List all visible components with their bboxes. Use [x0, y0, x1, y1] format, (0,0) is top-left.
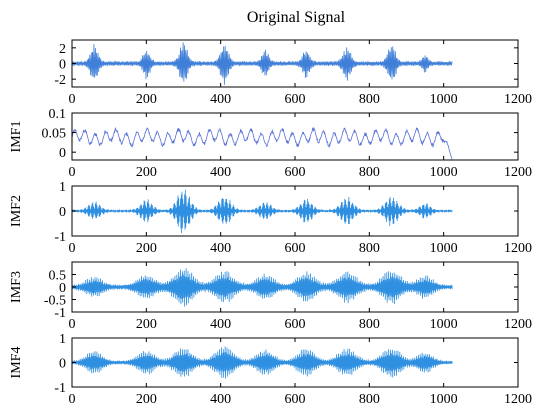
y-tick-label: -1	[54, 230, 66, 245]
x-tick-label: 1000	[430, 392, 458, 407]
x-tick-label: 400	[210, 165, 231, 180]
x-tick-label: 400	[210, 241, 231, 256]
y-tick-label: 1	[59, 332, 66, 347]
figure-title: Original Signal	[247, 9, 346, 26]
y-tick-label: 2	[59, 42, 66, 57]
x-tick-label: 200	[136, 392, 157, 407]
y-tick-label: 0.05	[42, 127, 67, 142]
series-line	[71, 346, 453, 379]
x-tick-label: 1000	[430, 165, 458, 180]
x-tick-label: 400	[210, 92, 231, 107]
x-tick-label: 600	[285, 392, 306, 407]
y-tick-label: -0.5	[44, 294, 66, 309]
x-tick-label: 1200	[504, 392, 532, 407]
x-tick-label: 800	[359, 317, 380, 332]
x-tick-label: 800	[359, 241, 380, 256]
x-tick-label: 400	[210, 317, 231, 332]
y-tick-label: 1	[59, 180, 66, 195]
x-tick-label: 1200	[504, 241, 532, 256]
x-tick-label: 1000	[430, 317, 458, 332]
x-tick-label: 0	[69, 92, 76, 107]
y-tick-label: -2	[54, 73, 66, 88]
series-line	[71, 189, 453, 233]
x-tick-label: 800	[359, 165, 380, 180]
y-tick-label: -1	[54, 381, 66, 396]
x-tick-label: 200	[136, 317, 157, 332]
x-tick-label: 200	[136, 241, 157, 256]
y-tick-label: 0.5	[49, 269, 67, 284]
x-tick-label: 600	[285, 165, 306, 180]
x-tick-label: 600	[285, 241, 306, 256]
x-tick-label: 1000	[430, 92, 458, 107]
x-tick-label: 0	[69, 165, 76, 180]
y-tick-label: 0	[59, 357, 66, 372]
x-tick-label: 1200	[504, 317, 532, 332]
x-tick-label: 0	[69, 392, 76, 407]
y-tick-label: 0	[59, 58, 66, 73]
y-axis-label: IMF2	[9, 195, 24, 227]
x-tick-label: 800	[359, 92, 380, 107]
x-tick-label: 1200	[504, 92, 532, 107]
y-axis-label: IMF1	[9, 121, 24, 153]
x-tick-label: 200	[136, 165, 157, 180]
panel-2: 0 200 400 600 800 1000 1200 0.1 0.05 0 IMF1	[9, 107, 532, 180]
x-tick-label: 1200	[504, 165, 532, 180]
y-tick-label: 0	[59, 281, 66, 296]
series-line	[71, 42, 453, 85]
x-tick-label: 600	[285, 92, 306, 107]
x-tick-label: 800	[359, 392, 380, 407]
axes-frame	[71, 112, 519, 161]
y-tick-label: 0	[59, 146, 66, 161]
y-tick-label: 0	[59, 205, 66, 220]
series-line	[71, 268, 453, 307]
y-axis-label: IMF4	[9, 347, 24, 379]
x-tick-label: 0	[69, 241, 76, 256]
y-tick-label: -1	[54, 306, 66, 321]
y-axis-label: IMF3	[9, 271, 24, 303]
x-tick-label: 0	[69, 317, 76, 332]
y-tick-label: 0.1	[49, 107, 67, 122]
x-tick-label: 400	[210, 392, 231, 407]
series-line	[71, 126, 453, 160]
x-tick-label: 600	[285, 317, 306, 332]
x-tick-label: 1000	[430, 241, 458, 256]
x-tick-label: 200	[136, 92, 157, 107]
